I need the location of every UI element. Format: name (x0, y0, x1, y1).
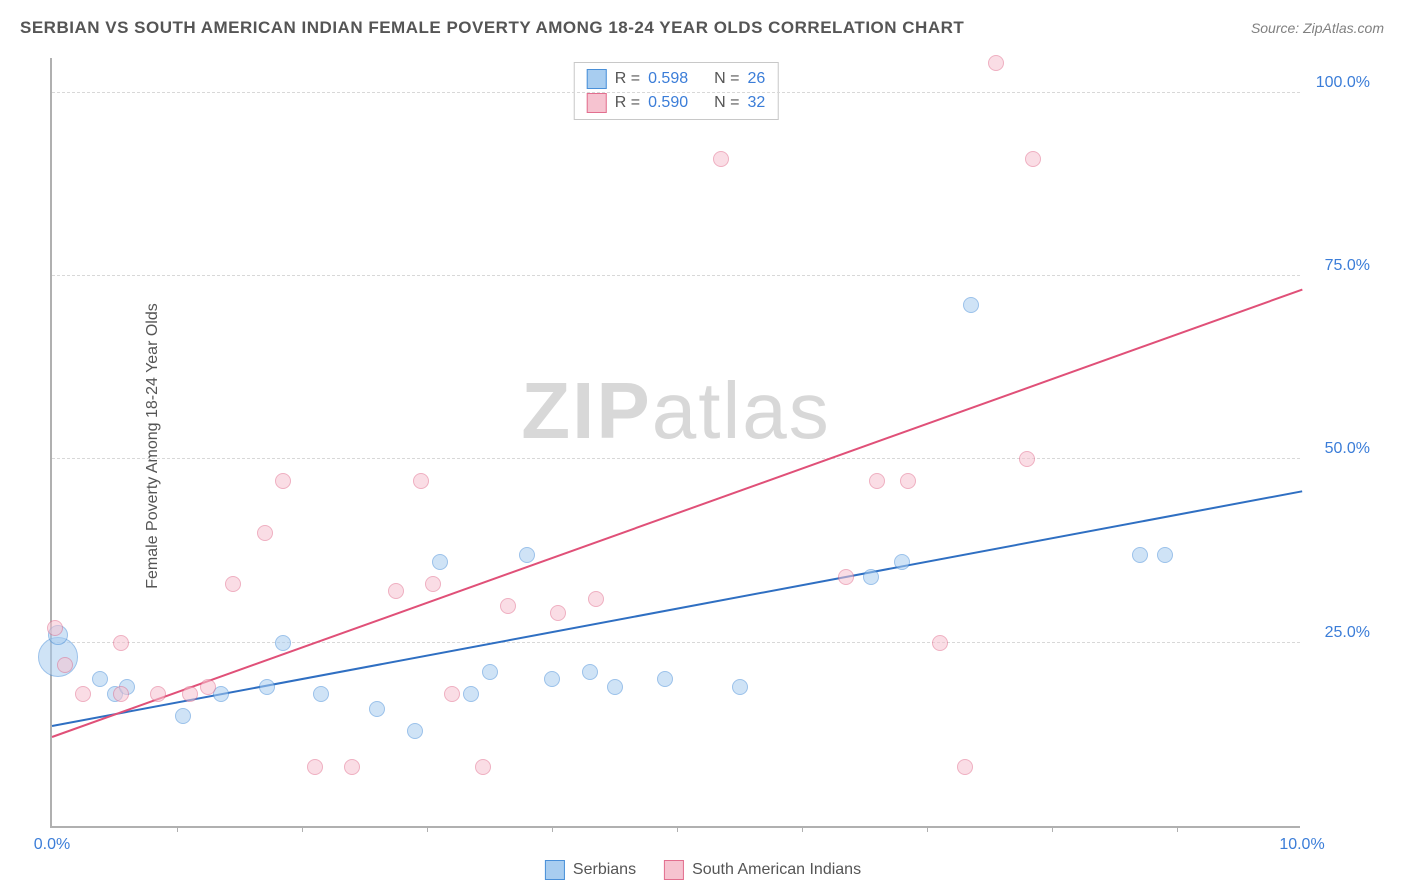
data-point (500, 598, 516, 614)
data-point (1132, 547, 1148, 563)
data-point (932, 635, 948, 651)
data-point (275, 473, 291, 489)
scatter-plot: ZIPatlas R =0.598N =26R =0.590N =32 25.0… (50, 58, 1300, 828)
x-tick-label: 10.0% (1279, 836, 1324, 854)
data-point (113, 635, 129, 651)
data-point (182, 686, 198, 702)
data-point (519, 547, 535, 563)
data-point (425, 576, 441, 592)
data-point (275, 635, 291, 651)
legend-r-label: R = (615, 70, 640, 88)
data-point (900, 473, 916, 489)
data-point (1025, 151, 1041, 167)
x-tick-mark (302, 826, 303, 832)
data-point (713, 151, 729, 167)
legend-r-label: R = (615, 94, 640, 112)
data-point (313, 686, 329, 702)
legend-r-value: 0.590 (648, 94, 688, 112)
data-point (413, 473, 429, 489)
data-point (544, 671, 560, 687)
legend-label: South American Indians (692, 861, 861, 879)
legend-item: Serbians (545, 860, 636, 880)
data-point (582, 664, 598, 680)
data-point (388, 583, 404, 599)
y-tick-label: 25.0% (1325, 624, 1370, 642)
legend-item: South American Indians (664, 860, 861, 880)
data-point (344, 759, 360, 775)
x-tick-label: 0.0% (34, 836, 70, 854)
data-point (113, 686, 129, 702)
data-point (657, 671, 673, 687)
data-point (407, 723, 423, 739)
data-point (607, 679, 623, 695)
x-tick-mark (677, 826, 678, 832)
data-point (150, 686, 166, 702)
series-legend: Serbians South American Indians (545, 860, 861, 880)
legend-n-label: N = (714, 70, 739, 88)
source-attribution: Source: ZipAtlas.com (1251, 20, 1384, 36)
legend-swatch (545, 860, 565, 880)
gridline (52, 642, 1300, 643)
data-point (369, 701, 385, 717)
x-tick-mark (927, 826, 928, 832)
x-tick-mark (552, 826, 553, 832)
chart-title: SERBIAN VS SOUTH AMERICAN INDIAN FEMALE … (20, 18, 964, 38)
legend-row: R = 0.598 N = 26 (587, 67, 766, 91)
legend-r-value: 0.598 (648, 70, 688, 88)
data-point (894, 554, 910, 570)
data-point (432, 554, 448, 570)
data-point (463, 686, 479, 702)
data-point (259, 679, 275, 695)
gridline (52, 275, 1300, 276)
data-point (200, 679, 216, 695)
data-point (307, 759, 323, 775)
legend-n-value: 32 (747, 94, 765, 112)
x-tick-mark (1052, 826, 1053, 832)
data-point (588, 591, 604, 607)
y-tick-label: 100.0% (1316, 74, 1370, 92)
trend-line (52, 289, 1303, 738)
x-tick-mark (177, 826, 178, 832)
data-point (257, 525, 273, 541)
data-point (75, 686, 91, 702)
data-point (175, 708, 191, 724)
data-point (57, 657, 73, 673)
data-point (482, 664, 498, 680)
data-point (957, 759, 973, 775)
legend-swatch (664, 860, 684, 880)
data-point (475, 759, 491, 775)
legend-n-label: N = (714, 94, 739, 112)
y-tick-label: 75.0% (1325, 257, 1370, 275)
watermark: ZIPatlas (521, 365, 830, 457)
data-point (1019, 451, 1035, 467)
data-point (963, 297, 979, 313)
data-point (225, 576, 241, 592)
data-point (863, 569, 879, 585)
x-tick-mark (427, 826, 428, 832)
y-tick-label: 50.0% (1325, 440, 1370, 458)
data-point (550, 605, 566, 621)
data-point (1157, 547, 1173, 563)
data-point (988, 55, 1004, 71)
data-point (444, 686, 460, 702)
legend-n-value: 26 (747, 70, 765, 88)
legend-swatch (587, 93, 607, 113)
data-point (869, 473, 885, 489)
data-point (732, 679, 748, 695)
legend-swatch (587, 69, 607, 89)
trend-line (52, 490, 1302, 727)
gridline (52, 458, 1300, 459)
data-point (838, 569, 854, 585)
legend-label: Serbians (573, 861, 636, 879)
data-point (47, 620, 63, 636)
x-tick-mark (802, 826, 803, 832)
legend-row: R = 0.590 N = 32 (587, 91, 766, 115)
data-point (92, 671, 108, 687)
x-tick-mark (1177, 826, 1178, 832)
gridline (52, 92, 1300, 93)
